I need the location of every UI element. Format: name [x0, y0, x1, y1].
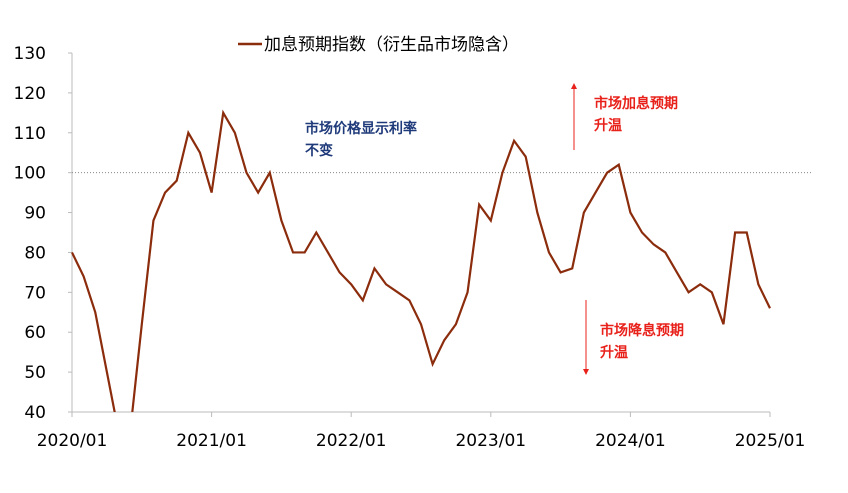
x-tick-label: 2021/01: [176, 431, 247, 451]
x-tick-label: 2023/01: [455, 431, 526, 451]
x-tick-label: 2022/01: [316, 431, 387, 451]
y-tick-label: 40: [24, 403, 46, 423]
annotation: 市场降息预期: [600, 322, 684, 339]
y-tick-label: 70: [24, 283, 46, 303]
annotation: 市场价格显示利率: [305, 120, 417, 137]
y-tick-label: 80: [24, 243, 46, 263]
x-tick-label: 2020/01: [37, 431, 108, 451]
y-tick-label: 120: [14, 84, 46, 104]
annotation: 不变: [305, 142, 333, 159]
annotation: 市场加息预期: [594, 95, 678, 112]
y-tick-label: 130: [14, 44, 46, 64]
y-tick-label: 90: [24, 204, 46, 224]
annotation: 升温: [600, 344, 628, 361]
data-line: [71, 109, 771, 412]
x-tick-label: 2025/01: [735, 431, 806, 451]
y-tick-label: 60: [24, 323, 46, 343]
annotation: 升温: [594, 117, 622, 134]
x-tick-label: 2024/01: [595, 431, 666, 451]
y-tick-label: 110: [14, 124, 46, 144]
y-tick-label: 100: [14, 164, 46, 184]
legend-label: 加息预期指数（衍生品市场隐含）: [264, 35, 519, 55]
y-tick-label: 50: [24, 363, 46, 383]
